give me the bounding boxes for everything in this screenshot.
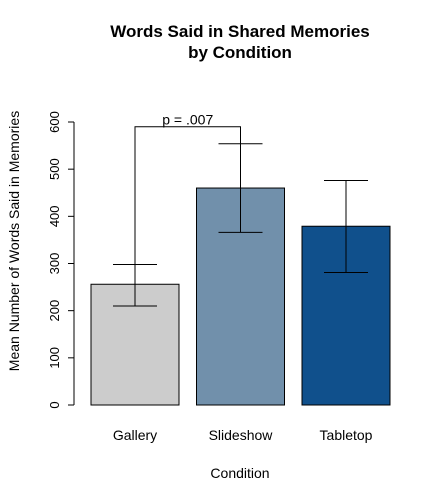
chart-title-line-1: Words Said in Shared Memories [110, 22, 369, 41]
x-axis-label: Condition [210, 465, 269, 481]
y-tick-label-300: 300 [47, 253, 62, 275]
x-tick-label-tabletop: Tabletop [320, 427, 373, 443]
significance-bracket [134, 126, 241, 265]
y-tick-label-100: 100 [47, 347, 62, 369]
y-tick-label-400: 400 [47, 205, 62, 227]
y-tick-label-200: 200 [47, 300, 62, 322]
plot-area: 0 100 200 300 400 500 600 Gallery Slideshow Table… [47, 111, 391, 443]
y-axis-label: Mean Number of Words Said in Memories [6, 111, 22, 371]
y-tick-label-600: 600 [47, 111, 62, 133]
y-tick-label-500: 500 [47, 158, 62, 180]
chart-title-line-2: by Condition [188, 43, 292, 62]
x-tick-label-gallery: Gallery [113, 427, 157, 443]
x-tick-label-slideshow: Slideshow [209, 427, 274, 443]
significance-label: p = .007 [162, 112, 213, 128]
y-tick-label-0: 0 [47, 401, 62, 408]
